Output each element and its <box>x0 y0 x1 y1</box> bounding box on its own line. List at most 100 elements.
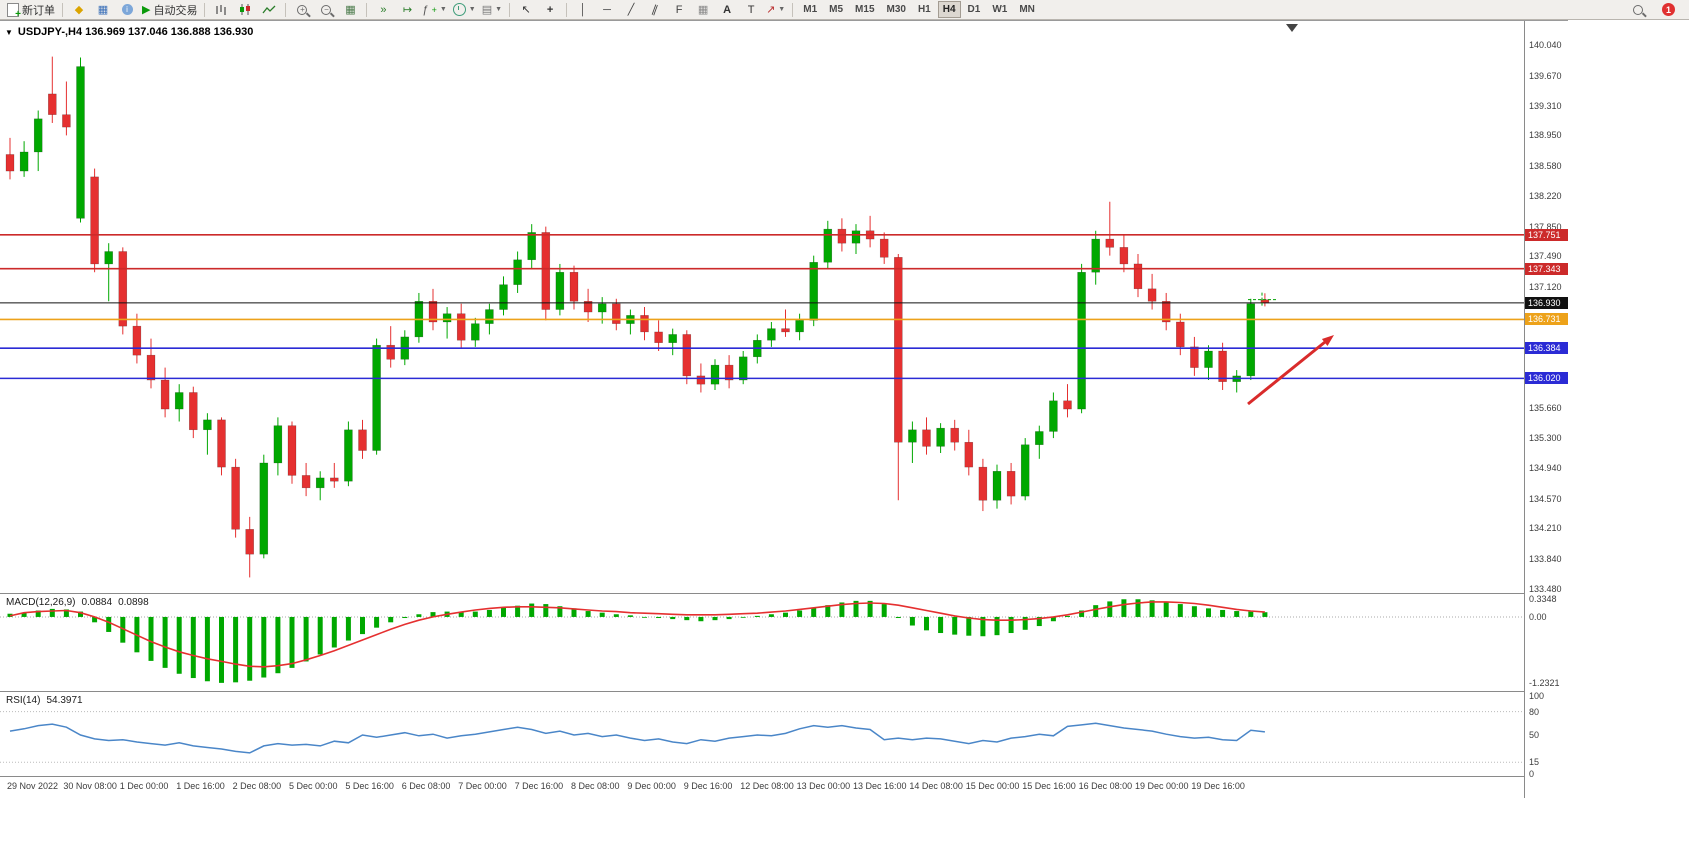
macd-header: MACD(12,26,9) 0.0884 0.0898 <box>6 597 149 608</box>
price-tag-137.751[interactable]: 137.751 <box>1525 228 1568 241</box>
chevron-down-icon: ▼ <box>495 5 503 13</box>
timeframe-MN[interactable]: MN <box>1019 4 1035 15</box>
trend-arrow[interactable] <box>1247 335 1334 406</box>
chart-window: ▼ USDJPY-,H4 136.969 137.046 136.888 136… <box>0 20 1569 798</box>
main-toolbar: 新订单 ◆ ▦ i ▶ 自动交易 + − ▦ » ↦ ƒ+▼ ▼ ▤▼ ↖ + <box>0 0 1689 20</box>
info-button[interactable]: i <box>115 1 139 19</box>
search-button[interactable] <box>1626 1 1650 19</box>
timeframe-M1[interactable]: M1 <box>803 4 818 15</box>
autotrading-button[interactable]: ▶ 自动交易 <box>139 1 200 19</box>
new-order-label: 新订单 <box>22 4 55 17</box>
time-axis-label: 13 Dec 00:00 <box>796 781 851 791</box>
rsi-axis-label: 0 <box>1529 769 1535 779</box>
chevron-down-icon: ▼ <box>468 5 476 13</box>
timeframe-H4[interactable]: H4 <box>937 1 961 18</box>
text-label-button[interactable]: T <box>739 1 763 19</box>
horizontal-line-button[interactable]: ─ <box>595 1 619 19</box>
auto-scroll-icon: » <box>380 3 387 16</box>
timeframe-H1[interactable]: H1 <box>917 4 931 15</box>
price-axis-label: 134.940 <box>1529 462 1562 473</box>
vertical-line-button[interactable]: │ <box>571 1 595 19</box>
templates-icon: ▤ <box>481 3 493 16</box>
price-axis-label: 140.040 <box>1529 40 1562 50</box>
macd-plot[interactable] <box>0 594 1524 691</box>
zoom-out-button[interactable]: − <box>314 1 338 19</box>
toolbar-right-cluster: 1 <box>1626 1 1685 19</box>
time-axis-label: 16 Dec 08:00 <box>1078 781 1133 791</box>
timeframe-M5[interactable]: M5 <box>829 4 844 15</box>
cursor-button[interactable]: ↖ <box>514 1 538 19</box>
vertical-line-icon: │ <box>579 3 587 16</box>
grid-tool-button[interactable]: ▦ <box>691 1 715 19</box>
time-axis-label: 9 Dec 00:00 <box>627 781 676 791</box>
timeframe-bar: M1 M5 M15 M30 H1 H4 D1 W1 MN <box>797 1 1041 18</box>
macd-panel: MACD(12,26,9) 0.0884 0.0898 <box>0 594 1524 692</box>
chart-shift-button[interactable]: ↦ <box>395 1 419 19</box>
timeframe-M15[interactable]: M15 <box>855 4 875 15</box>
line-chart-icon <box>262 5 276 14</box>
timeframe-W1[interactable]: W1 <box>992 4 1008 15</box>
autotrading-label: 自动交易 <box>153 4 198 17</box>
text-button[interactable]: A <box>715 1 739 19</box>
chart-shift-marker[interactable] <box>1286 24 1298 32</box>
rsi-label: RSI(14) <box>6 695 41 706</box>
time-axis-label: 13 Dec 16:00 <box>853 781 907 791</box>
macd-axis-label: 0.3348 <box>1529 594 1557 604</box>
candlestick-chart-button[interactable] <box>233 1 257 19</box>
zoom-out-icon: − <box>321 4 332 15</box>
time-axis-label: 6 Dec 08:00 <box>401 781 451 791</box>
price-axis-label: 134.570 <box>1529 493 1562 504</box>
collapse-arrow-icon[interactable]: ▼ <box>5 27 13 37</box>
line-chart-button[interactable] <box>257 1 281 19</box>
price-chart-plot[interactable] <box>0 21 1524 593</box>
price-tag-137.343[interactable]: 137.343 <box>1525 262 1568 275</box>
new-order-button[interactable]: 新订单 <box>4 1 58 20</box>
crosshair-button[interactable]: + <box>538 1 562 19</box>
search-icon <box>1633 4 1643 15</box>
arrows-tool-button[interactable]: ↗ ▼ <box>763 1 788 19</box>
time-axis-label: 1 Dec 16:00 <box>176 781 225 791</box>
price-axis-label: 139.670 <box>1529 70 1562 81</box>
rsi-axis-label: 15 <box>1529 757 1540 768</box>
notification-badge[interactable]: 1 <box>1662 3 1675 16</box>
indicators-button[interactable]: ƒ + ▼ <box>419 1 449 19</box>
alerts-button[interactable]: ◆ <box>67 1 91 19</box>
auto-scroll-button[interactable]: » <box>371 1 395 19</box>
trendline-button[interactable]: ╱ <box>619 1 643 19</box>
timeframe-M30[interactable]: M30 <box>886 4 906 15</box>
channel-button[interactable]: ∥ <box>643 1 667 19</box>
candles-group <box>5 56 1270 578</box>
zoom-in-button[interactable]: + <box>290 1 314 19</box>
fibonacci-button[interactable]: F <box>667 1 691 19</box>
rsi-plot[interactable] <box>0 692 1524 776</box>
autotrading-icon: ▶ <box>142 3 151 16</box>
new-chart-button[interactable]: ▦ <box>91 1 115 19</box>
time-axis-label: 2 Dec 08:00 <box>232 781 282 791</box>
time-axis-label: 7 Dec 16:00 <box>514 781 564 791</box>
tile-windows-button[interactable]: ▦ <box>338 1 362 19</box>
time-axis-label: 12 Dec 08:00 <box>740 781 794 791</box>
rsi-panel: RSI(14) 54.3971 <box>0 692 1524 777</box>
price-axis-label: 134.210 <box>1529 523 1562 534</box>
price-tag-136.020[interactable]: 136.020 <box>1525 372 1568 385</box>
rsi-header: RSI(14) 54.3971 <box>6 695 83 706</box>
toolbar-separator <box>792 2 794 17</box>
periods-button[interactable]: ▼ <box>450 1 479 19</box>
toolbar-separator <box>366 2 368 17</box>
time-axis-label: 5 Dec 16:00 <box>345 781 394 791</box>
price-axis[interactable]: 140.040 139.670 139.310 138.950 138.580 138.2… <box>1524 21 1569 798</box>
zoom-in-icon: + <box>297 4 308 15</box>
templates-button[interactable]: ▤ ▼ <box>479 1 505 19</box>
timeframe-D1[interactable]: D1 <box>967 4 981 15</box>
rsi-axis-label: 100 <box>1529 691 1545 701</box>
price-tag-136.384[interactable]: 136.384 <box>1525 342 1568 355</box>
price-tag-136.731[interactable]: 136.731 <box>1525 313 1568 326</box>
time-axis-label: 9 Dec 16:00 <box>683 781 733 791</box>
bar-chart-button[interactable] <box>209 1 233 19</box>
price-tag-136.930[interactable]: 136.930 <box>1525 296 1568 309</box>
time-axis[interactable]: 29 Nov 2022 30 Nov 08:00 1 Dec 00:00 1 Dec … <box>0 777 1524 798</box>
info-icon: i <box>121 4 133 15</box>
chart-title-text: USDJPY-,H4 136.969 137.046 136.888 136.9… <box>17 26 254 38</box>
crosshair-icon: + <box>546 3 554 16</box>
